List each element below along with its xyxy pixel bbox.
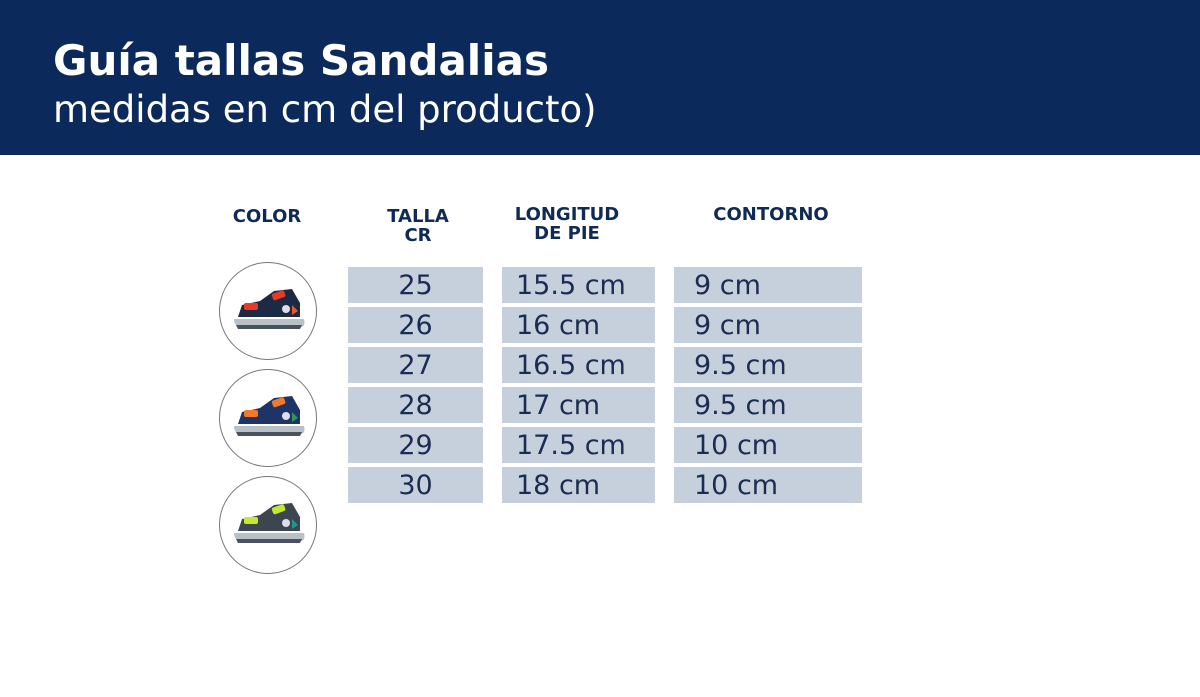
longitud-line-2: DE PIE bbox=[534, 223, 600, 244]
table-cell-contorno: 9.5 cm bbox=[674, 347, 862, 383]
table-cell-talla: 26 bbox=[348, 307, 483, 343]
table-cell-contorno: 10 cm bbox=[674, 467, 862, 503]
table-cell-contorno: 9 cm bbox=[674, 307, 862, 343]
talla-line-2: CR bbox=[404, 225, 432, 246]
table-cell-contorno: 9.5 cm bbox=[674, 387, 862, 423]
table-cell-talla: 28 bbox=[348, 387, 483, 423]
talla-line-1: TALLA bbox=[387, 206, 449, 227]
table-cell-longitud: 17.5 cm bbox=[502, 427, 655, 463]
table-cell-longitud: 18 cm bbox=[502, 467, 655, 503]
table-cell-longitud: 16 cm bbox=[502, 307, 655, 343]
page-title: Guía tallas Sandalias bbox=[53, 36, 549, 85]
column-header-longitud: LONGITUD DE PIE bbox=[497, 205, 637, 243]
table-cell-talla: 27 bbox=[348, 347, 483, 383]
sandal-icon bbox=[234, 396, 305, 436]
column-header-talla: TALLA CR bbox=[368, 207, 468, 245]
table-cell-longitud: 16.5 cm bbox=[502, 347, 655, 383]
table-cell-longitud: 17 cm bbox=[502, 387, 655, 423]
sandal-icon bbox=[234, 503, 305, 543]
table-cell-talla: 29 bbox=[348, 427, 483, 463]
table-cell-talla: 25 bbox=[348, 267, 483, 303]
table-cell-talla: 30 bbox=[348, 467, 483, 503]
table-cell-contorno: 10 cm bbox=[674, 427, 862, 463]
longitud-line-1: LONGITUD bbox=[514, 204, 620, 225]
sandal-icon bbox=[234, 289, 305, 329]
color-option-sandal[interactable] bbox=[219, 369, 317, 467]
column-header-color: COLOR bbox=[232, 206, 302, 227]
color-option-sandal[interactable] bbox=[219, 476, 317, 574]
table-cell-contorno: 9 cm bbox=[674, 267, 862, 303]
header-banner: Guía tallas Sandalias medidas en cm del … bbox=[0, 0, 1200, 155]
column-header-contorno: CONTORNO bbox=[713, 204, 829, 225]
table-cell-longitud: 15.5 cm bbox=[502, 267, 655, 303]
page-subtitle: medidas en cm del producto) bbox=[53, 88, 597, 131]
color-option-sandal[interactable] bbox=[219, 262, 317, 360]
